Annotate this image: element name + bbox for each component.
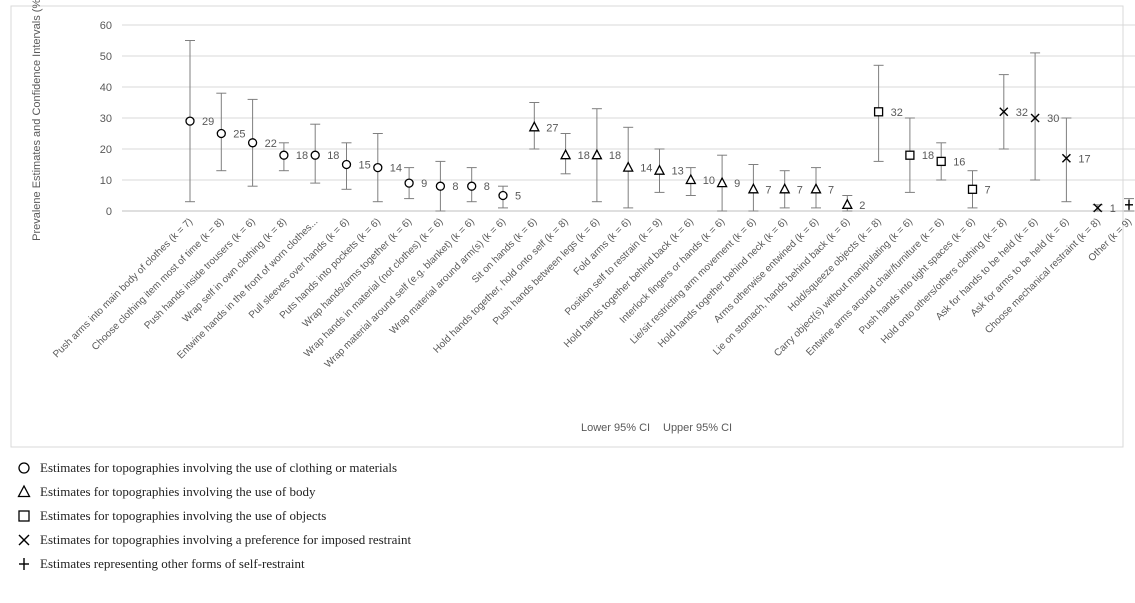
legend-item: Estimates representing other forms of se… [14,552,914,576]
chart-frame [10,5,1124,448]
data-point-marker [779,182,791,194]
data-label: 18 [922,150,934,162]
data-point-marker [310,150,320,160]
data-point-marker [810,182,822,194]
y-axis: 0 10 20 30 40 50 60 [100,20,112,218]
legend-item: Estimates for topographies involving a p… [14,528,914,552]
data-label: 18 [327,150,339,162]
y-tick-label: 30 [100,113,112,125]
data-point-marker [373,162,383,173]
data-point-marker [185,116,195,126]
data-label: 7 [765,184,771,196]
data-point-marker [247,138,258,148]
legend-label: Estimates for topographies involving the… [40,460,398,475]
triangle-icon [17,484,31,498]
data-label: 14 [640,163,652,175]
data-label: 9 [734,178,740,190]
grid [122,24,1135,212]
data-point-marker [873,107,884,117]
data-label: 7 [985,184,991,196]
data-label: 8 [452,181,458,193]
data-label: 22 [265,138,277,150]
data-label: 7 [797,184,803,196]
data-label: 5 [515,191,521,203]
data-label: 15 [359,160,371,172]
data-label: 14 [390,163,402,175]
data-point-marker [905,150,915,160]
data-point-marker [467,181,477,191]
legend-item: Estimates for topographies involving the… [14,504,914,528]
y-tick-label: 10 [100,175,112,187]
error-bar [1061,117,1072,203]
data-label: 32 [891,107,903,119]
data-point-marker [747,182,759,194]
data-label: 16 [953,156,965,168]
ci-legend-upper: Upper 95% CI [663,422,732,434]
y-tick-label: 60 [100,20,112,32]
data-label: 27 [546,122,558,134]
data-labels: 29 25 22 18 18 15 14 9 8 8 5 27 18 18 14 13 10 9 7 7 7 2 32 18 1… [202,107,1116,215]
data-point-marker [685,173,697,185]
data-point-marker [1030,113,1040,123]
plus-icon [19,558,29,570]
y-axis-label: Prevalene Estimates and Confidence Inter… [31,0,43,241]
data-label: 8 [484,181,490,193]
data-point-marker [1093,203,1103,213]
data-point-marker [404,178,414,188]
data-label: 2 [859,200,865,212]
legend-item: Estimates for topographies involving the… [14,456,914,480]
data-point-marker [999,107,1009,117]
ci-legend-lower: Lower 95% CI [581,422,650,434]
data-point-marker [936,156,946,167]
data-point-marker [341,159,352,170]
data-label: 29 [202,116,214,128]
data-label: 18 [609,150,621,162]
error-bar [1030,52,1041,181]
data-label: 7 [828,184,834,196]
y-tick-label: 20 [100,144,112,156]
data-label: 32 [1016,107,1028,119]
ci-legend: Lower 95% CI Upper 95% CI [581,422,732,434]
data-point-marker [622,161,634,172]
data-point-marker [560,148,572,160]
legend-label: Estimates for topographies involving the… [40,508,327,523]
data-point-marker [653,164,666,175]
data-label: 1 [1110,203,1116,215]
data-point-marker [1125,199,1133,210]
cross-x-icon [18,534,30,546]
data-point-marker [591,148,603,160]
data-label: 17 [1078,153,1090,165]
data-point-marker [216,128,226,139]
circle-icon [18,462,30,474]
legend-item: Estimates for topographies involving the… [14,480,914,504]
data-point-marker [528,120,540,132]
markers [185,107,1133,213]
data-point-marker [841,198,853,209]
square-icon [18,510,30,522]
data-label: 9 [421,178,427,190]
data-label: 13 [672,166,684,178]
legend-label: Estimates for topographies involving the… [40,484,316,499]
data-point-marker [498,190,508,201]
data-label: 18 [578,150,590,162]
chart: 0 10 20 30 40 50 60 Prevalene Estimates and Co… [10,0,1135,448]
data-point-marker [967,184,978,194]
legend-label: Estimates for topographies involving a p… [40,532,412,547]
symbol-legend: Estimates for topographies involving the… [14,456,914,576]
legend-label: Estimates representing other forms of se… [40,556,305,571]
data-point-marker [1061,153,1071,163]
data-label: 10 [703,175,715,187]
data-point-marker [716,176,728,188]
data-label: 25 [233,129,245,141]
data-label: 30 [1047,113,1059,125]
y-tick-label: 40 [100,82,112,94]
error-bars [185,40,1134,212]
data-label: 18 [296,150,308,162]
data-point-marker [435,181,446,191]
y-tick-label: 0 [106,206,112,218]
data-point-marker [279,150,289,160]
y-tick-label: 50 [100,51,112,63]
